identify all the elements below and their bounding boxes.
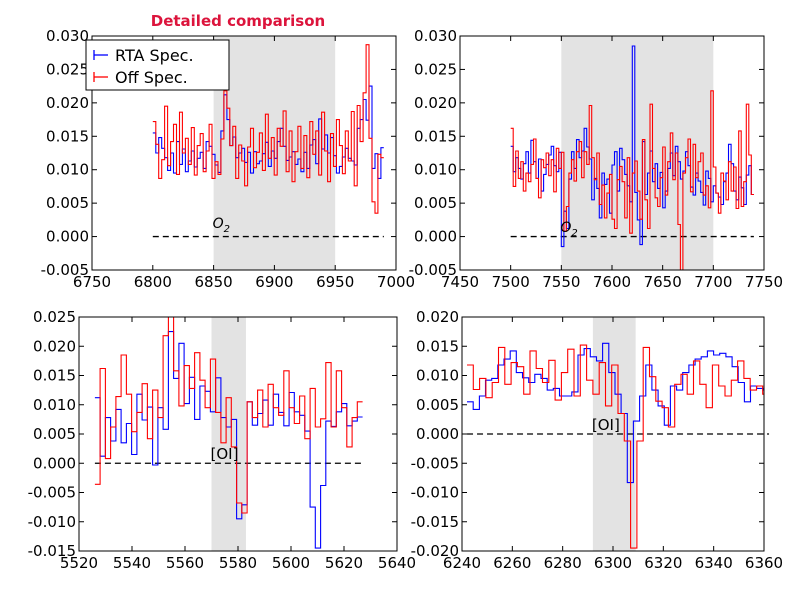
- plot-frame: [91, 35, 397, 271]
- y-tick-label: 0.000: [416, 425, 459, 443]
- y-tick-label: 0.020: [414, 94, 457, 112]
- y-tick-label: 0.025: [46, 60, 89, 78]
- x-tick-label: 7500: [492, 273, 530, 291]
- legend: RTA Spec. Off Spec.: [85, 39, 230, 91]
- x-tick-label: 6260: [493, 554, 531, 572]
- y-tick-label: 0.010: [416, 367, 459, 385]
- x-tick-label: 7550: [542, 273, 580, 291]
- y-tick-label: -0.005: [411, 454, 459, 472]
- panel-4: [OI] 6240 6260 6280 6300 6320 6340 6360 -0.020 -0…: [411, 308, 783, 572]
- y-tick-label: 0.025: [33, 308, 76, 326]
- x-tick-label: 6750: [73, 273, 111, 291]
- y-tick-label: -0.010: [28, 513, 76, 531]
- annotation-label: [OI]: [592, 416, 620, 434]
- y-tick-label: 0.005: [416, 396, 459, 414]
- y-tick-label: 0.020: [46, 94, 89, 112]
- y-tick-label: -0.015: [28, 542, 76, 560]
- x-tick-label: 7750: [745, 273, 783, 291]
- shaded-region: [211, 317, 246, 551]
- y-tick-label: 0.000: [414, 228, 457, 246]
- y-tick-label: 0.025: [414, 60, 457, 78]
- series-line-off: [467, 344, 764, 549]
- x-tick-label: 6850: [195, 273, 233, 291]
- series-line-rta: [510, 45, 754, 248]
- x-tick-label: 6300: [594, 554, 632, 572]
- series-line-off: [94, 317, 363, 514]
- y-tick-label: -0.005: [41, 261, 89, 279]
- x-tick-label: 7000: [377, 273, 415, 291]
- y-tick-label: 0.015: [33, 367, 76, 385]
- y-tick-label: 0.010: [414, 161, 457, 179]
- x-tick-label: 5620: [325, 554, 363, 572]
- x-tick-label: 6280: [544, 554, 582, 572]
- y-tick-label: 0.010: [46, 161, 89, 179]
- legend-label-off: Off Spec.: [115, 68, 188, 87]
- x-tick-label: 5600: [272, 554, 310, 572]
- series-line-off: [510, 90, 754, 270]
- x-tick-label: 5640: [378, 554, 416, 572]
- x-tick-label: 7600: [593, 273, 631, 291]
- series-line-rta: [467, 342, 764, 484]
- y-tick-label: 0.005: [414, 194, 457, 212]
- legend-label-rta: RTA Spec.: [115, 46, 194, 65]
- y-tick-label: 0.005: [33, 425, 76, 443]
- x-tick-label: 6340: [695, 554, 733, 572]
- y-tick-label: 0.030: [414, 27, 457, 45]
- y-tick-label: 0.015: [46, 127, 89, 145]
- x-tick-label: 5520: [60, 554, 98, 572]
- y-tick-label: 0.000: [46, 228, 89, 246]
- y-tick-label: 0.020: [416, 308, 459, 326]
- x-tick-label: 5540: [113, 554, 151, 572]
- x-tick-label: 6360: [745, 554, 783, 572]
- y-tick-label: -0.010: [411, 484, 459, 502]
- y-tick-label: -0.015: [411, 513, 459, 531]
- y-tick-label: 0.010: [33, 396, 76, 414]
- y-tick-label: 0.005: [46, 194, 89, 212]
- series-line-off: [152, 44, 384, 214]
- y-tick-label: 0.015: [416, 337, 459, 355]
- y-tick-label: -0.005: [409, 261, 457, 279]
- panel-3: [OI] 5520 5540 5560 5580 5600 5620 5640 -0.015 -0…: [28, 308, 416, 572]
- y-tick-label: -0.005: [28, 484, 76, 502]
- figure-title: Detailed comparison: [151, 12, 325, 30]
- x-tick-label: 5580: [219, 554, 257, 572]
- x-tick-label: 6950: [316, 273, 354, 291]
- y-tick-label: 0.030: [46, 27, 89, 45]
- x-tick-label: 6900: [255, 273, 293, 291]
- legend-box: [85, 39, 230, 91]
- y-tick-label: 0.000: [33, 454, 76, 472]
- x-tick-label: 6320: [644, 554, 682, 572]
- x-tick-label: 7650: [644, 273, 682, 291]
- x-tick-label: 6800: [134, 273, 172, 291]
- y-tick-label: 0.020: [33, 337, 76, 355]
- x-tick-label: 7700: [694, 273, 732, 291]
- x-tick-label: 6240: [443, 554, 481, 572]
- y-tick-label: 0.015: [414, 127, 457, 145]
- x-tick-label: 7450: [441, 273, 479, 291]
- annotation-label: [OI]: [211, 445, 239, 463]
- x-tick-label: 5560: [166, 554, 204, 572]
- series-line-rta: [94, 331, 363, 549]
- y-tick-label: -0.020: [411, 542, 459, 560]
